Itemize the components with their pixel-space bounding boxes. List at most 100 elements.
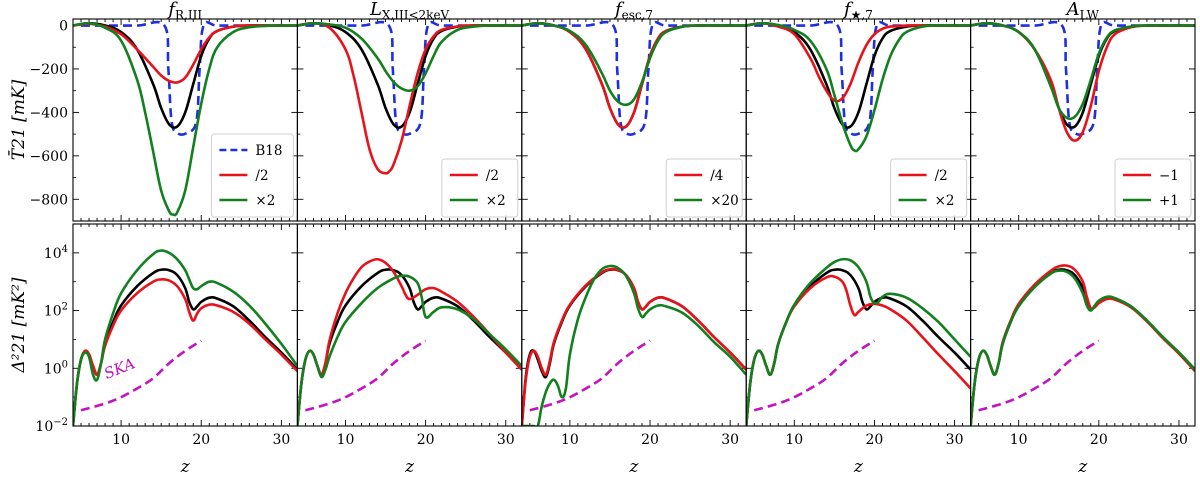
legend-box xyxy=(441,158,519,218)
top-line-variant-panel-2 xyxy=(297,22,522,175)
top-line-variant-panel-5 xyxy=(970,22,1195,121)
top-line-b18-panel-1 xyxy=(81,20,290,136)
panel-top-series-4 xyxy=(746,20,971,153)
panel-title: LX,III<2keV xyxy=(369,0,450,22)
legend-panel-3: /4 ×20 xyxy=(665,158,743,218)
legend-label: −1 xyxy=(1159,168,1179,184)
top-line-variant-panel-1 xyxy=(73,22,298,84)
top-line-variant-panel-3 xyxy=(521,22,747,129)
x-axis-label: z xyxy=(1077,457,1088,477)
top-line-fiducial-panel-4 xyxy=(746,22,971,129)
legend-label: ×2 xyxy=(255,193,275,209)
legend-box xyxy=(890,158,968,218)
y-tick-label: 104 xyxy=(44,244,68,262)
bottom-line-ska-panel-3 xyxy=(529,339,651,412)
legend-box xyxy=(1114,158,1192,218)
bottom-line-variant-panel-4 xyxy=(746,274,971,426)
panel-bottom-series-5 xyxy=(970,264,1195,426)
top-line-b18-panel-5 xyxy=(978,20,1187,136)
legend-panel-5: −1 +1 xyxy=(1114,158,1192,218)
panel-bottom-frame-2 xyxy=(296,223,523,427)
panel-title: fR,III xyxy=(166,0,202,22)
legend-label: ×2 xyxy=(486,193,506,209)
panel-bottom-frame-3 xyxy=(521,223,747,427)
frame-layer xyxy=(72,18,1196,427)
panel-top-series-1 xyxy=(73,20,298,217)
top-line-b18-panel-3 xyxy=(529,20,739,136)
y-tick-label: 100 xyxy=(44,359,68,377)
bottom-line-variant-panel-3 xyxy=(521,267,747,426)
bottom-line-variant-panel-2 xyxy=(297,274,522,426)
y-axis-label-top: T̄21 [mK] xyxy=(7,79,29,160)
x-tick-label: 30 xyxy=(1170,432,1188,448)
legend-panel-2: /2 ×2 xyxy=(441,158,519,218)
x-tick-label: 20 xyxy=(192,432,210,448)
legend-label: /4 xyxy=(710,168,723,184)
legend-label: /2 xyxy=(486,168,499,184)
y-axis-label-bottom: Δ²21 [mK²] xyxy=(9,277,29,373)
bottom-line-fiducial-panel-2 xyxy=(297,268,522,426)
legend-label: ×2 xyxy=(935,193,955,209)
y-tick-label: 102 xyxy=(44,302,68,320)
panel-title: f★,7 xyxy=(842,0,873,22)
legend-panel-1: B18/2 ×2 xyxy=(210,133,294,218)
bottom-line-fiducial-panel-4 xyxy=(746,268,971,426)
x-tick-label: 30 xyxy=(721,432,739,448)
y-tick-label: −600 xyxy=(30,149,68,165)
x-axis-label: z xyxy=(404,457,415,477)
x-axis-label: z xyxy=(180,457,191,477)
bottom-line-variant-panel-1 xyxy=(73,278,298,426)
bottom-line-ska-panel-4 xyxy=(753,339,876,412)
bottom-line-ska-panel-5 xyxy=(978,339,1100,412)
series-layer xyxy=(73,20,1195,426)
x-tick-label: 20 xyxy=(866,432,884,448)
top-line-variant-panel-5 xyxy=(970,22,1195,142)
top-line-b18-panel-2 xyxy=(305,20,514,136)
y-tick-label: −400 xyxy=(30,105,68,121)
bottom-line-variant-panel-5 xyxy=(970,269,1195,426)
legend-label: /2 xyxy=(935,168,948,184)
top-line-variant-panel-2 xyxy=(297,22,522,93)
x-axis-label: z xyxy=(629,457,640,477)
legend-label: B18 xyxy=(255,143,282,159)
x-tick-label: 20 xyxy=(417,432,435,448)
x-tick-label: 20 xyxy=(1090,432,1108,448)
ska-annotation: SKA xyxy=(101,354,137,383)
panel-top-series-5 xyxy=(970,20,1195,142)
bottom-line-variant-panel-4 xyxy=(746,257,971,426)
top-line-variant-panel-4 xyxy=(746,22,971,153)
bottom-line-ska-panel-2 xyxy=(305,339,427,412)
legend-label: +1 xyxy=(1159,193,1179,209)
panel-top-series-2 xyxy=(297,20,522,175)
x-tick-label: 10 xyxy=(112,432,130,448)
bottom-line-variant-panel-1 xyxy=(73,249,298,426)
x-axis-label: z xyxy=(853,457,864,477)
x-tick-label: 10 xyxy=(1010,432,1028,448)
legend-panel-4: /2 ×2 xyxy=(890,158,968,218)
axes-layer xyxy=(73,19,1196,427)
top-line-variant-panel-3 xyxy=(521,22,747,107)
x-tick-label: 30 xyxy=(946,432,964,448)
x-tick-label: 10 xyxy=(561,432,579,448)
panel-top-series-3 xyxy=(521,20,747,136)
panel-bottom-frame-4 xyxy=(745,223,972,427)
top-line-fiducial-panel-5 xyxy=(970,22,1195,129)
legend-box xyxy=(665,158,743,218)
panel-bottom-frame-1 xyxy=(72,223,298,427)
legend-label: ×20 xyxy=(710,193,739,209)
legend-box xyxy=(210,133,294,218)
top-line-variant-panel-1 xyxy=(73,22,298,217)
bottom-line-ska-panel-1 xyxy=(80,339,202,412)
panel-title: ALW xyxy=(1065,0,1100,22)
panel-top-frame-5 xyxy=(970,18,1196,222)
top-line-b18-panel-4 xyxy=(754,20,963,136)
x-tick-label: 10 xyxy=(337,432,355,448)
panel-bottom-series-4 xyxy=(746,257,971,426)
y-tick-label: 0 xyxy=(59,19,68,35)
panel-bottom-frame-5 xyxy=(970,223,1196,427)
top-line-fiducial-panel-2 xyxy=(297,22,522,129)
y-tick-label: −200 xyxy=(30,62,68,78)
